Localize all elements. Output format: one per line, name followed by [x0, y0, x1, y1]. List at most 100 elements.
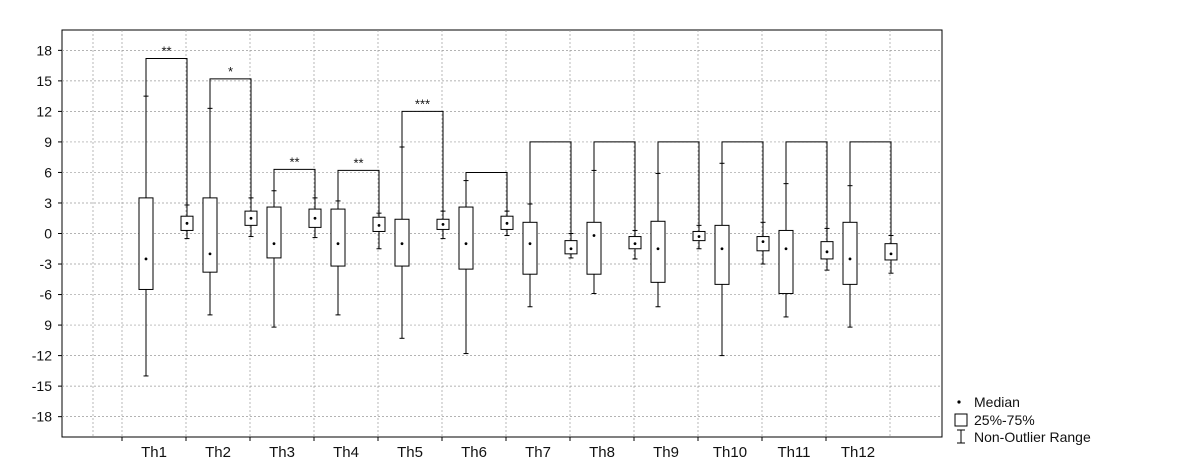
significance-bracket [209, 78, 252, 198]
box-plot [202, 107, 218, 316]
median-marker [144, 257, 148, 261]
median-marker [249, 216, 253, 220]
iqr-box [842, 221, 858, 285]
x-category-label: Th3 [269, 444, 295, 461]
significance-bracket [657, 141, 700, 226]
significance-bracket [337, 169, 380, 214]
significance-bracket [593, 141, 636, 231]
median-marker [208, 252, 212, 256]
iqr-box [820, 241, 834, 260]
y-tick-label: 18 [36, 42, 52, 58]
significance-bracket [465, 171, 508, 212]
iqr-box [650, 220, 666, 283]
significance-label: ** [289, 154, 299, 169]
median-marker [569, 247, 573, 251]
box-plot [138, 95, 154, 377]
significance-label: ** [353, 155, 363, 170]
median-marker [528, 242, 532, 246]
x-category-label: Th7 [525, 444, 551, 461]
median-marker [633, 242, 637, 246]
median-marker [272, 242, 276, 246]
median-marker [761, 240, 765, 244]
y-tick-label: -3 [40, 256, 53, 272]
box-plot [586, 169, 602, 295]
iqr-box [778, 229, 794, 295]
median-marker [313, 216, 317, 220]
y-tick-label: -15 [32, 378, 52, 394]
x-category-label: Th2 [205, 444, 231, 461]
box-plot [500, 210, 514, 237]
y-tick-label: -12 [32, 348, 52, 364]
median-marker [377, 223, 381, 227]
x-category-label: Th9 [653, 444, 679, 461]
x-category-label: Th6 [461, 444, 487, 461]
iqr-box [522, 221, 538, 275]
box-plot [394, 146, 410, 339]
box-plot [778, 183, 794, 318]
box-plot [884, 235, 898, 274]
iqr-box [564, 240, 578, 255]
box-plot [756, 221, 770, 265]
significance-bracket [401, 110, 444, 212]
significance-label: *** [415, 96, 430, 111]
x-category-label: Th10 [713, 444, 747, 461]
box-plot [842, 185, 858, 328]
y-tick-label: 15 [36, 73, 52, 89]
iqr-box [884, 243, 898, 261]
box-plot [458, 180, 474, 355]
median-marker [889, 252, 893, 256]
iqr-box [586, 221, 602, 275]
x-category-label: Th4 [333, 444, 359, 461]
x-category-label: Th8 [589, 444, 615, 461]
median-marker [441, 222, 445, 226]
y-tick-label: 12 [36, 103, 52, 119]
y-tick-label: -6 [40, 287, 53, 303]
x-category-label: Th11 [777, 444, 810, 461]
median-marker [784, 247, 788, 251]
iqr-box [714, 224, 730, 285]
significance-label: ** [161, 43, 171, 58]
box-plot [564, 233, 578, 259]
gridlines [62, 30, 942, 437]
box-plot [522, 203, 538, 308]
legend-box-marker [954, 413, 968, 427]
iqr-box [756, 236, 770, 252]
box-plot [266, 190, 282, 328]
x-category-label: Th12 [841, 444, 875, 461]
box-plot [308, 197, 322, 239]
median-marker [592, 234, 596, 237]
median-marker [505, 221, 509, 225]
legend-whisker-marker [957, 429, 965, 444]
significance-bracket [145, 57, 188, 206]
median-marker [400, 242, 404, 246]
significance-bracket [849, 141, 892, 236]
x-category-label: Th1 [141, 444, 167, 461]
y-axis: 18 15 12 9 6 3 0 -3 -6 9 -12 -15 -18 [32, 42, 62, 425]
iqr-box [458, 206, 474, 270]
box-plot [372, 212, 386, 250]
y-tick-label: 3 [44, 195, 52, 211]
y-tick-label: 9 [44, 134, 52, 150]
y-tick-label: 6 [44, 164, 52, 180]
box-plot [244, 197, 258, 238]
y-tick-label: -18 [32, 409, 52, 425]
median-marker [336, 242, 340, 246]
x-category-label: Th5 [397, 444, 423, 461]
median-marker [656, 247, 660, 251]
box-plot [820, 227, 834, 271]
box-plot [180, 204, 194, 240]
median-marker [848, 257, 852, 261]
iqr-box [202, 197, 218, 273]
median-marker [185, 221, 189, 225]
x-axis: Th1 Th2 Th3 Th4 Th5 Th6 Th7 Th8 Th9 Th10 Th11 Th12 [121, 437, 875, 461]
box-plot [330, 200, 346, 316]
significance-bracket [529, 141, 572, 234]
y-tick-label: 0 [44, 226, 52, 242]
median-marker [720, 247, 724, 251]
median-marker [697, 235, 701, 238]
legend-box-label: 25%-75% [974, 412, 1035, 428]
y-tick-label: 9 [44, 317, 52, 333]
box-plot [714, 162, 730, 357]
